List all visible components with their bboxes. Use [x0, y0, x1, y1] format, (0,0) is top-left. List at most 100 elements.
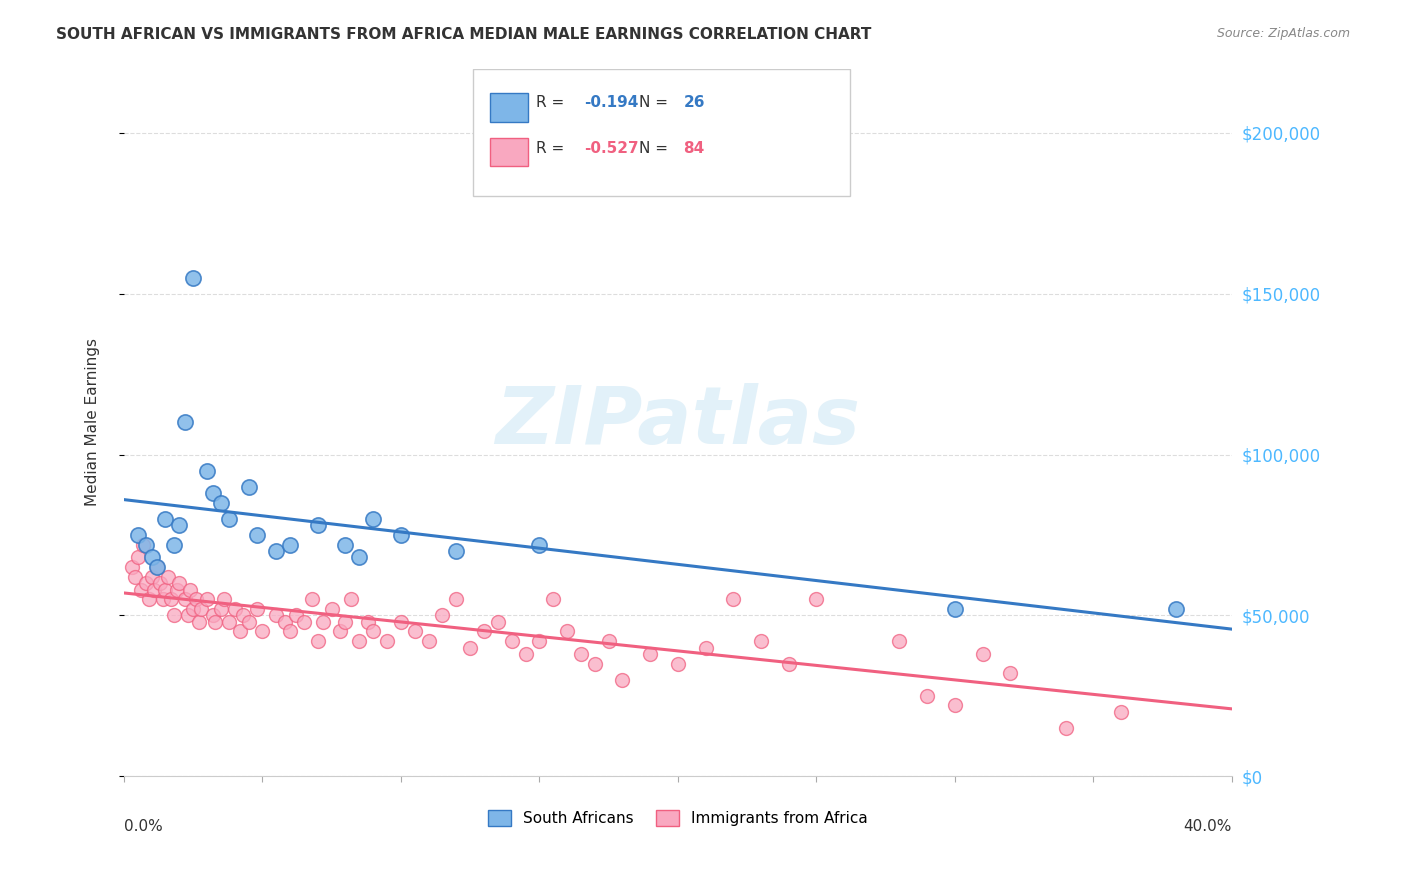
- Point: [201, 608, 224, 623]
- Point: [307, 518, 329, 533]
- Point: [184, 592, 207, 607]
- Point: [972, 647, 994, 661]
- Point: [889, 634, 911, 648]
- Point: [264, 544, 287, 558]
- Point: [141, 570, 163, 584]
- Point: [312, 615, 335, 629]
- Point: [135, 576, 157, 591]
- Point: [201, 486, 224, 500]
- Text: -0.194: -0.194: [583, 95, 638, 111]
- Point: [141, 550, 163, 565]
- Point: [224, 602, 246, 616]
- Point: [335, 538, 357, 552]
- Point: [129, 582, 152, 597]
- Point: [278, 624, 301, 639]
- Point: [695, 640, 717, 655]
- Text: R = -0.194   N = 26: R = -0.194 N = 26: [501, 90, 664, 108]
- Point: [666, 657, 689, 671]
- Point: [389, 528, 412, 542]
- Point: [218, 512, 240, 526]
- Point: [349, 550, 371, 565]
- Text: R = -0.527   N = 84: R = -0.527 N = 84: [501, 136, 664, 153]
- Text: 26: 26: [683, 95, 704, 111]
- Point: [486, 615, 509, 629]
- Text: N =: N =: [640, 95, 673, 111]
- Point: [209, 602, 232, 616]
- Text: SOUTH AFRICAN VS IMMIGRANTS FROM AFRICA MEDIAN MALE EARNINGS CORRELATION CHART: SOUTH AFRICAN VS IMMIGRANTS FROM AFRICA …: [56, 27, 872, 42]
- Point: [361, 512, 384, 526]
- Point: [1109, 705, 1132, 719]
- Point: [569, 647, 592, 661]
- Point: [135, 538, 157, 552]
- Point: [246, 528, 269, 542]
- Text: 40.0%: 40.0%: [1184, 819, 1232, 834]
- Point: [264, 608, 287, 623]
- Point: [446, 544, 468, 558]
- Point: [173, 415, 195, 429]
- Point: [1054, 721, 1077, 735]
- Point: [307, 634, 329, 648]
- Point: [149, 576, 172, 591]
- Point: [181, 270, 204, 285]
- Point: [375, 634, 398, 648]
- Point: [432, 608, 454, 623]
- Point: [529, 538, 551, 552]
- Point: [195, 464, 218, 478]
- FancyBboxPatch shape: [489, 138, 529, 166]
- Y-axis label: Median Male Earnings: Median Male Earnings: [86, 338, 100, 507]
- Point: [121, 560, 143, 574]
- Point: [612, 673, 634, 687]
- Point: [284, 608, 307, 623]
- Point: [335, 615, 357, 629]
- Point: [252, 624, 274, 639]
- Point: [529, 634, 551, 648]
- Point: [127, 550, 149, 565]
- Text: Source: ZipAtlas.com: Source: ZipAtlas.com: [1216, 27, 1350, 40]
- Point: [583, 657, 606, 671]
- Point: [209, 496, 232, 510]
- Point: [418, 634, 440, 648]
- Point: [160, 592, 183, 607]
- Text: -0.527: -0.527: [583, 141, 638, 156]
- Point: [138, 592, 160, 607]
- Point: [361, 624, 384, 639]
- Point: [155, 512, 177, 526]
- Point: [176, 608, 198, 623]
- Point: [195, 592, 218, 607]
- Point: [446, 592, 468, 607]
- Point: [218, 615, 240, 629]
- Point: [190, 602, 212, 616]
- Point: [132, 538, 155, 552]
- Text: 84: 84: [683, 141, 704, 156]
- Point: [238, 480, 260, 494]
- Point: [169, 518, 191, 533]
- Point: [246, 602, 269, 616]
- Point: [238, 615, 260, 629]
- Point: [404, 624, 426, 639]
- Point: [301, 592, 323, 607]
- Point: [458, 640, 481, 655]
- Point: [356, 615, 378, 629]
- Point: [749, 634, 772, 648]
- Point: [163, 538, 186, 552]
- Text: N =: N =: [640, 141, 673, 156]
- FancyBboxPatch shape: [472, 69, 849, 196]
- Point: [1166, 602, 1188, 616]
- Point: [187, 615, 209, 629]
- Point: [179, 582, 201, 597]
- Point: [124, 570, 146, 584]
- Point: [472, 624, 495, 639]
- Point: [943, 602, 966, 616]
- Point: [169, 576, 191, 591]
- Point: [146, 560, 169, 574]
- Point: [157, 570, 180, 584]
- Legend: South Africans, Immigrants from Africa: South Africans, Immigrants from Africa: [481, 804, 875, 832]
- Point: [181, 602, 204, 616]
- Point: [146, 560, 169, 574]
- Point: [915, 689, 938, 703]
- Point: [723, 592, 745, 607]
- Point: [501, 634, 523, 648]
- Point: [1000, 666, 1022, 681]
- Point: [541, 592, 564, 607]
- Point: [292, 615, 315, 629]
